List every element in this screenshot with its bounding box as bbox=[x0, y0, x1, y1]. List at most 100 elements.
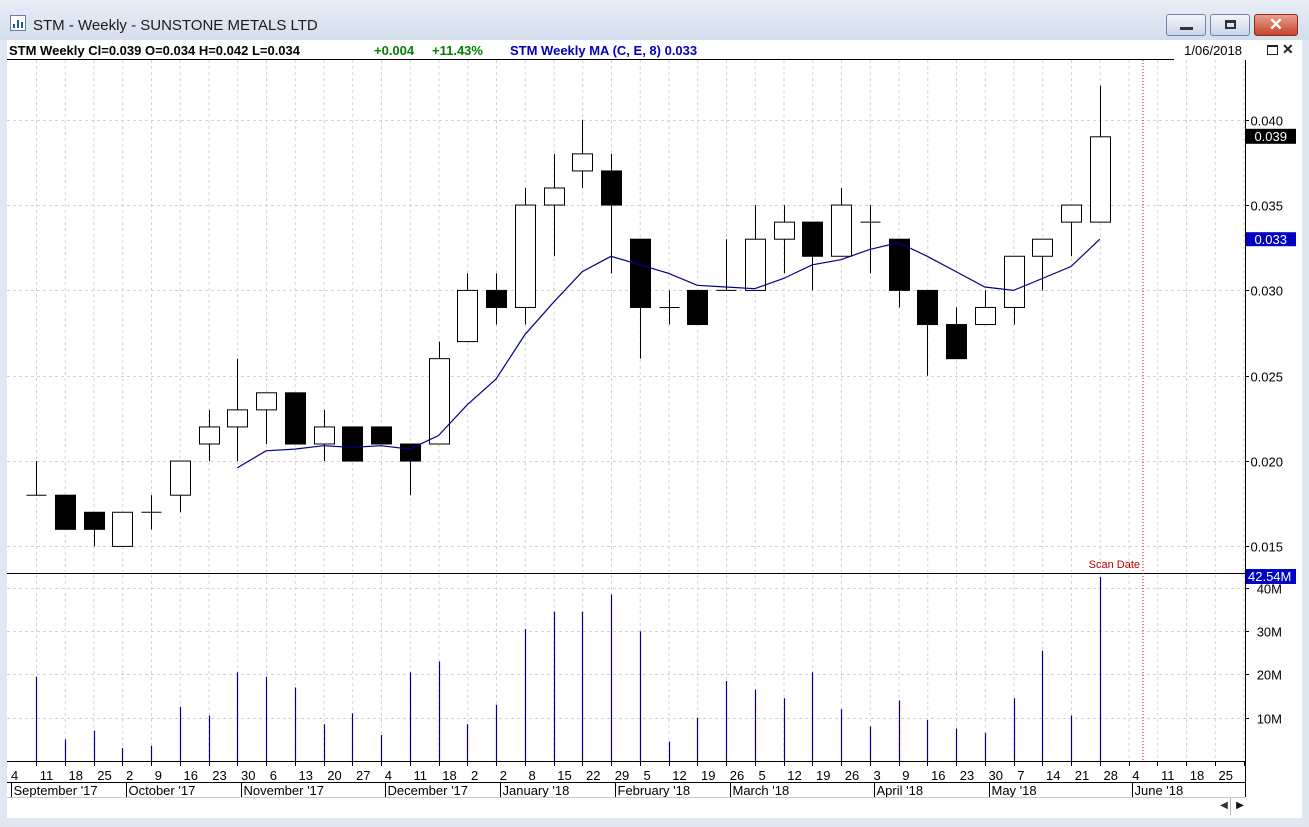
week-label: 13 bbox=[299, 768, 313, 783]
close-button[interactable]: ✕ bbox=[1254, 14, 1298, 36]
candle-body-up bbox=[314, 426, 335, 445]
week-label: 11 bbox=[1161, 768, 1175, 783]
week-label: 25 bbox=[97, 768, 111, 783]
candle bbox=[400, 443, 421, 496]
candle-body-down bbox=[687, 289, 708, 326]
last-volume-tag bbox=[1246, 568, 1296, 584]
week-label: 16 bbox=[184, 768, 198, 783]
change-pct: +11.43% bbox=[432, 43, 483, 58]
week-label: 8 bbox=[529, 768, 536, 783]
title-bar[interactable]: STM - Weekly - SUNSTONE METALS LTD ✕ bbox=[0, 0, 1309, 40]
price-tick-label: 0.030 bbox=[1250, 284, 1283, 299]
maximize-icon bbox=[1225, 20, 1236, 29]
price-volume-chart[interactable]: STM Weekly Cl=0.039 O=0.034 H=0.042 L=0.… bbox=[7, 40, 1302, 797]
minimize-icon bbox=[1180, 27, 1193, 30]
close-chart-icon[interactable]: ✕ bbox=[1282, 41, 1294, 57]
week-label: 4 bbox=[11, 768, 18, 783]
candle-body-up bbox=[831, 204, 852, 257]
candle-body-down bbox=[84, 511, 105, 530]
candle-body-up bbox=[774, 221, 795, 240]
scroll-left-icon[interactable]: ◀ bbox=[1220, 800, 1228, 811]
week-label: 18 bbox=[442, 768, 456, 783]
header-date: 1/06/2018 bbox=[1184, 43, 1242, 58]
volume-bars bbox=[35, 576, 1102, 761]
candle bbox=[486, 273, 507, 325]
month-label: May '18 bbox=[992, 783, 1037, 797]
candle-body-down bbox=[342, 426, 363, 462]
candle bbox=[946, 307, 967, 360]
month-label: November '17 bbox=[244, 783, 325, 797]
price-axis: 0.040 0.035 0.030 0.025 0.020 0.015 bbox=[1245, 114, 1283, 555]
candle bbox=[1061, 204, 1082, 257]
candle bbox=[227, 358, 248, 462]
candle bbox=[544, 153, 565, 257]
candle bbox=[429, 341, 450, 445]
candle bbox=[457, 273, 478, 343]
horizontal-scrollbar[interactable]: ◀ ▶ bbox=[7, 797, 1245, 815]
candle-body-up bbox=[1061, 204, 1082, 223]
week-label: 9 bbox=[155, 768, 162, 783]
candle-body-down bbox=[917, 289, 938, 326]
week-label: 19 bbox=[816, 768, 830, 783]
candle-body-up bbox=[112, 511, 133, 547]
candle-body-down bbox=[371, 426, 392, 445]
window-title: STM - Weekly - SUNSTONE METALS LTD bbox=[33, 17, 318, 34]
candle bbox=[745, 205, 766, 291]
week-label: 15 bbox=[557, 768, 571, 783]
week-label: 11 bbox=[414, 768, 428, 783]
week-label: 14 bbox=[1046, 768, 1060, 783]
week-label: 22 bbox=[586, 768, 600, 783]
week-label: 9 bbox=[902, 768, 909, 783]
week-label: 19 bbox=[701, 768, 715, 783]
week-label: 5 bbox=[759, 768, 766, 783]
scan-date-label: Scan Date bbox=[1089, 559, 1140, 571]
price-tick-label: 0.025 bbox=[1250, 370, 1283, 385]
week-label: 3 bbox=[874, 768, 881, 783]
week-label: 30 bbox=[241, 768, 255, 783]
quote-text: STM Weekly Cl=0.039 O=0.034 H=0.042 L=0.… bbox=[9, 43, 301, 58]
candle bbox=[1032, 238, 1053, 291]
candle-body-up bbox=[745, 238, 766, 291]
ma-value-tag bbox=[1246, 232, 1296, 247]
price-tick-label: 0.020 bbox=[1250, 455, 1283, 470]
candle bbox=[170, 460, 191, 513]
week-label: 18 bbox=[69, 768, 83, 783]
candle-body-up bbox=[457, 289, 478, 343]
candle bbox=[141, 495, 162, 530]
date-axis-background bbox=[7, 764, 1245, 797]
candle-body-up bbox=[429, 358, 450, 445]
status-strip bbox=[0, 818, 1309, 827]
maximize-button[interactable] bbox=[1210, 14, 1250, 36]
volume-tick-label: 20M bbox=[1257, 668, 1282, 683]
week-label: 21 bbox=[1075, 768, 1089, 783]
price-tick-label: 0.040 bbox=[1250, 114, 1283, 129]
week-label: 26 bbox=[845, 768, 859, 783]
month-label: February '18 bbox=[618, 783, 691, 797]
month-label: January '18 bbox=[503, 783, 570, 797]
week-label: 26 bbox=[730, 768, 744, 783]
chart-header: STM Weekly Cl=0.039 O=0.034 H=0.042 L=0.… bbox=[9, 43, 1242, 58]
scroll-right-icon[interactable]: ▶ bbox=[1230, 798, 1249, 815]
volume-tick-label: 40M bbox=[1257, 582, 1282, 597]
candle bbox=[84, 511, 105, 547]
minimize-button[interactable] bbox=[1166, 14, 1206, 36]
candle-body-up bbox=[170, 460, 191, 496]
week-label: 11 bbox=[40, 768, 54, 783]
week-label: 7 bbox=[1017, 768, 1024, 783]
candle-body-down bbox=[601, 170, 622, 206]
candle-body-up bbox=[199, 426, 220, 445]
chart-window-icon bbox=[10, 15, 26, 31]
week-label: 20 bbox=[327, 768, 341, 783]
month-label: April '18 bbox=[877, 783, 924, 797]
candle bbox=[975, 290, 996, 326]
restore-chart-icon[interactable] bbox=[1267, 45, 1278, 55]
candle bbox=[285, 392, 306, 445]
candle bbox=[55, 494, 76, 530]
chart-pane[interactable]: STM Weekly Cl=0.039 O=0.034 H=0.042 L=0.… bbox=[7, 40, 1302, 818]
week-label: 27 bbox=[356, 768, 370, 783]
price-tick-label: 0.035 bbox=[1250, 199, 1283, 214]
price-tick-label: 0.015 bbox=[1250, 540, 1283, 555]
month-label: June '18 bbox=[1135, 783, 1184, 797]
week-label: 23 bbox=[960, 768, 974, 783]
